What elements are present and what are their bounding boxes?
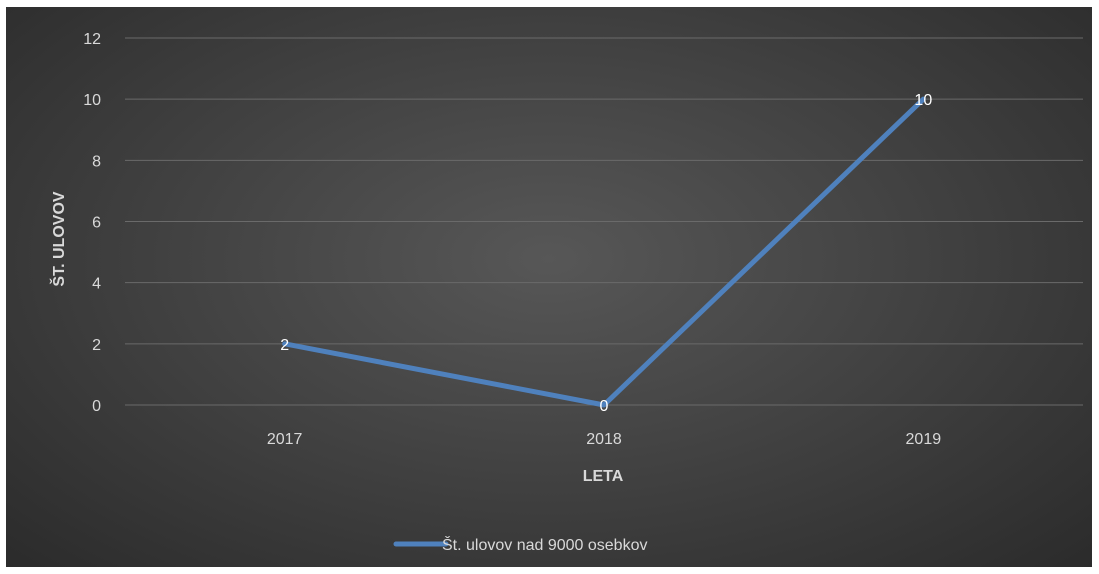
data-point: [284, 343, 286, 345]
gridlines: [125, 37, 1083, 406]
y-axis-title: ŠT. ULOVOV: [49, 191, 68, 286]
data-point: [922, 98, 924, 100]
y-tick-label: 6: [92, 215, 101, 232]
y-tick-label: 8: [92, 153, 101, 170]
y-axis-ticks: 0 2 4 6 8 10 12: [83, 31, 101, 415]
y-tick-label: 0: [92, 398, 101, 415]
y-tick-label: 10: [83, 92, 101, 109]
x-axis-ticks: 2017 2018 2019: [267, 431, 941, 448]
y-tick-label: 12: [83, 31, 101, 48]
data-point: [603, 404, 605, 406]
series-group: [282, 96, 926, 408]
data-label: 0: [600, 398, 609, 415]
y-tick-label: 2: [92, 337, 101, 354]
x-axis-title: LETA: [583, 468, 624, 485]
legend-label: Št. ulovov nad 9000 osebkov: [442, 535, 647, 554]
x-tick-label: 2019: [906, 431, 942, 448]
legend[interactable]: Št. ulovov nad 9000 osebkov: [393, 535, 647, 554]
chart-area: 0 2 4 6 8 10 12 2017 2018 2019 ŠT. ULOVOV LETA 2…: [6, 7, 1092, 567]
x-tick-label: 2017: [267, 431, 303, 448]
y-tick-label: 4: [92, 276, 101, 293]
series-line: [282, 96, 926, 408]
line-chart: 0 2 4 6 8 10 12 2017 2018 2019 ŠT. ULOVOV LETA 2…: [49, 31, 1083, 554]
data-label: 2: [280, 337, 289, 354]
x-tick-label: 2018: [586, 431, 622, 448]
data-label: 10: [914, 92, 932, 109]
